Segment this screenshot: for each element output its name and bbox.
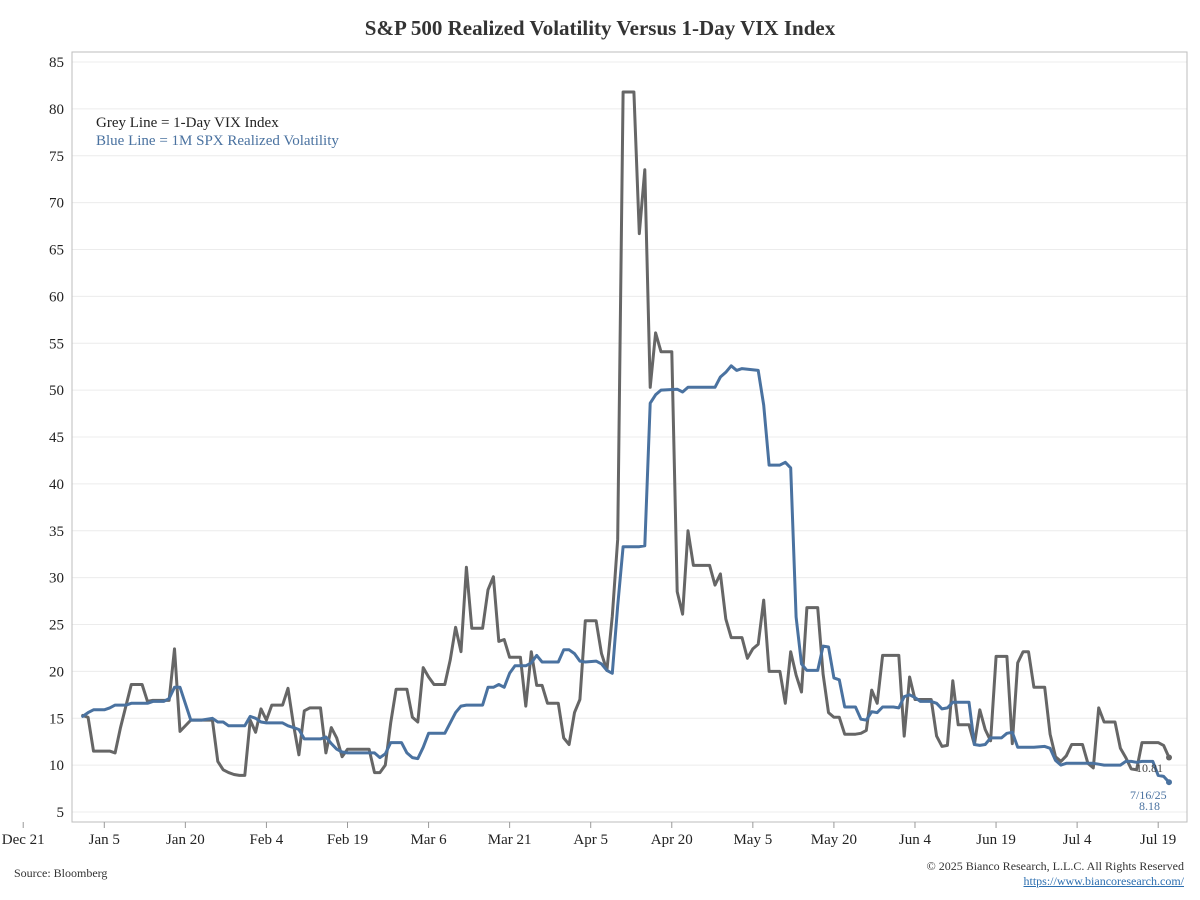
end-labels: 10.81 7/16/25 8.18 <box>1130 761 1167 813</box>
copyright-note: © 2025 Bianco Research, L.L.C. All Right… <box>926 859 1184 873</box>
website-link[interactable]: https://www.biancoresearch.com/ <box>1023 874 1184 888</box>
y-tick-label-30: 30 <box>49 571 64 587</box>
y-tick-label-75: 75 <box>49 149 64 165</box>
x-tick-label-1: Jan 5 <box>89 832 120 848</box>
legend-blue-line: Blue Line = 1M SPX Realized Volatility <box>96 133 339 149</box>
x-tick-label-10: May 20 <box>811 832 857 848</box>
x-tick-label-0: Dec 21 <box>2 832 45 848</box>
y-tick-label-10: 10 <box>49 758 64 774</box>
legend: Grey Line = 1-Day VIX Index Blue Line = … <box>96 115 339 149</box>
series-layer <box>81 90 1172 786</box>
legend-grey-line: Grey Line = 1-Day VIX Index <box>96 115 279 131</box>
y-tick-label-20: 20 <box>49 664 64 680</box>
x-tick-label-6: Mar 21 <box>488 832 532 848</box>
y-tick-label-50: 50 <box>49 383 64 399</box>
y-tick-label-15: 15 <box>49 711 64 727</box>
last-date-label: 7/16/25 <box>1130 788 1167 802</box>
y-tick-label-70: 70 <box>49 196 64 212</box>
x-tick-label-14: Jul 19 <box>1140 832 1176 848</box>
y-tick-label-45: 45 <box>49 430 64 446</box>
x-tick-label-9: May 5 <box>733 832 772 848</box>
vix-last-point <box>1166 754 1172 761</box>
x-tick-label-12: Jun 19 <box>976 832 1016 848</box>
x-tick-label-7: Apr 5 <box>573 832 608 848</box>
x-tick-label-13: Jul 4 <box>1063 832 1092 848</box>
plot-area-border <box>71 51 1188 823</box>
y-tick-label-35: 35 <box>49 524 64 540</box>
realized-vol-series-line <box>81 364 1171 784</box>
x-tick-label-5: Mar 6 <box>410 832 447 848</box>
y-axis: 5 10 15 20 25 30 35 40 45 50 55 60 65 70 75 80 85 <box>49 55 64 821</box>
x-tick-label-2: Jan 20 <box>166 832 205 848</box>
source-note: Source: Bloomberg <box>14 866 108 880</box>
y-tick-label-55: 55 <box>49 336 64 352</box>
gridlines <box>72 61 1187 813</box>
vix-last-value-label: 10.81 <box>1136 761 1163 775</box>
y-tick-label-80: 80 <box>49 102 64 118</box>
y-tick-label-5: 5 <box>57 805 65 821</box>
y-tick-label-65: 65 <box>49 243 64 259</box>
y-tick-label-40: 40 <box>49 477 64 493</box>
x-tick-label-11: Jun 4 <box>899 832 932 848</box>
realized-vol-last-value-label: 8.18 <box>1139 799 1160 813</box>
x-tick-label-8: Apr 20 <box>651 832 693 848</box>
x-tick-label-3: Feb 4 <box>250 832 284 848</box>
realized-vol-last-point <box>1166 779 1172 786</box>
chart-title: S&P 500 Realized Volatility Versus 1-Day… <box>364 16 836 40</box>
y-tick-label-60: 60 <box>49 289 64 305</box>
y-tick-label-85: 85 <box>49 55 64 71</box>
x-axis: Dec 21 Jan 5 Jan 20 Feb 4 Feb 19 Mar 6 Mar 21 A… <box>2 822 1176 848</box>
x-tick-label-4: Feb 19 <box>327 832 368 848</box>
y-tick-label-25: 25 <box>49 618 64 634</box>
vix-series-line <box>81 90 1171 777</box>
